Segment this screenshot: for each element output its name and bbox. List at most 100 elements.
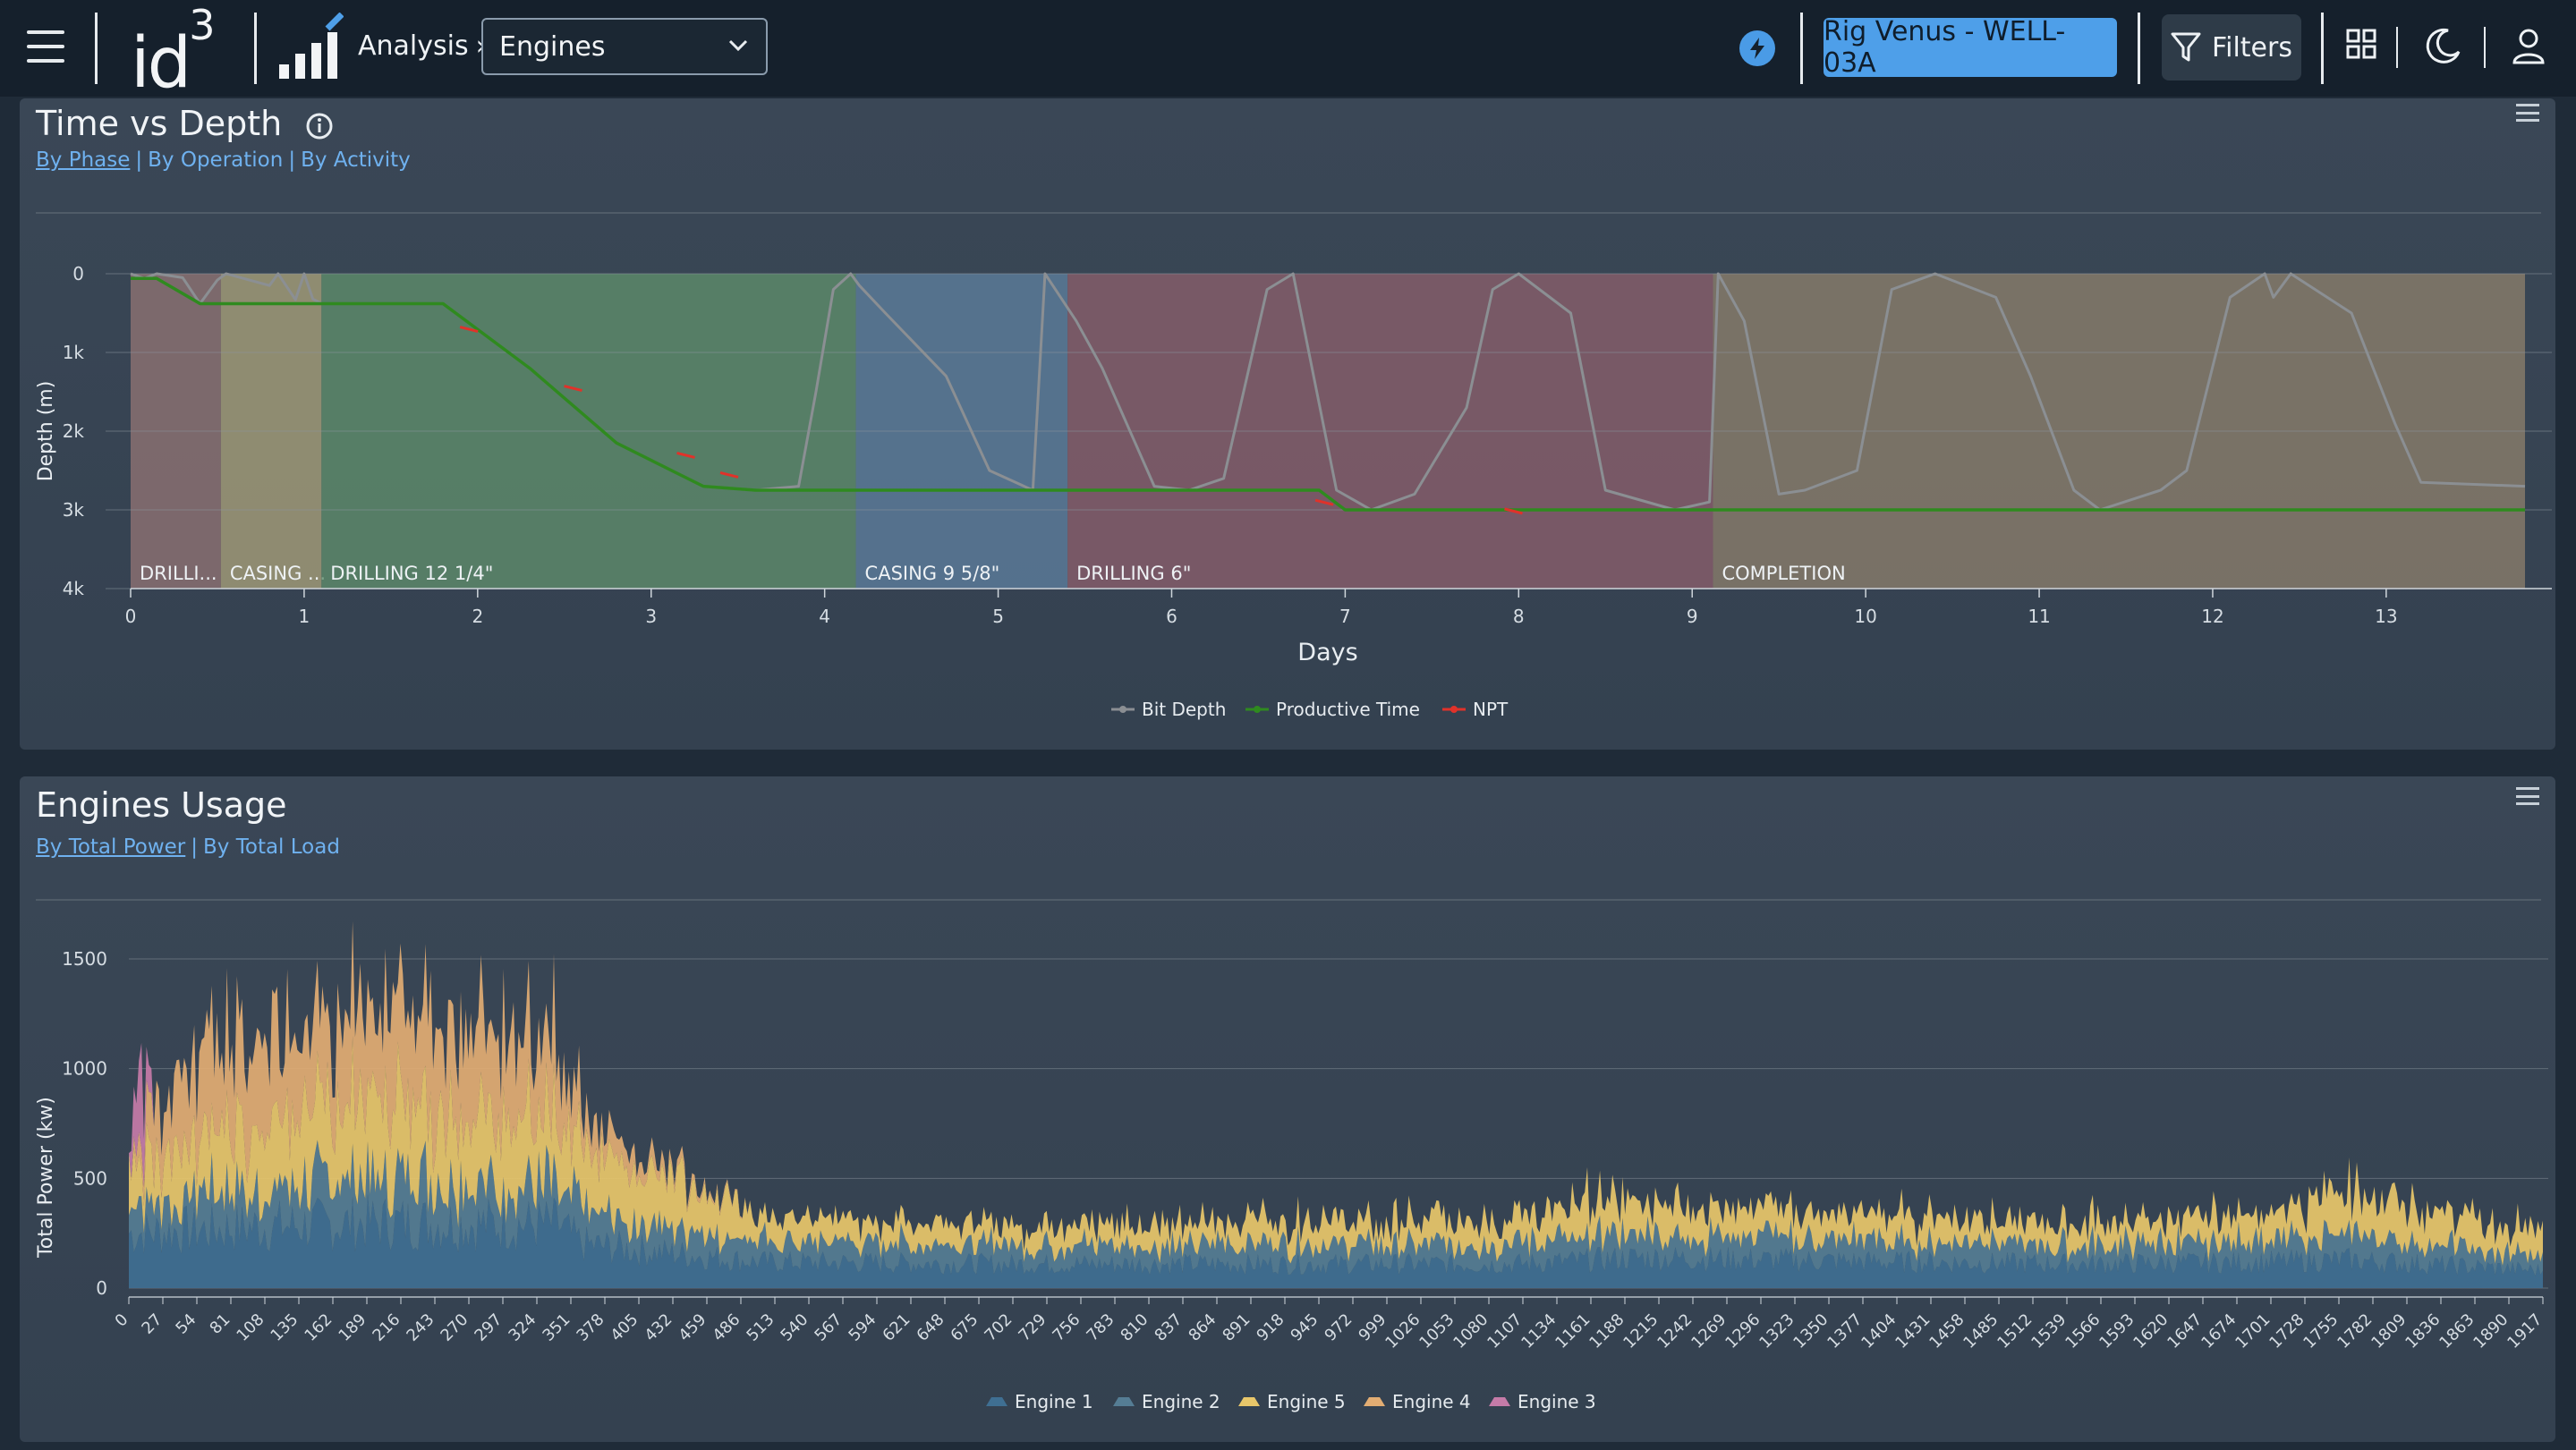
x-tick-label: 1404	[1858, 1310, 1900, 1352]
y-tick-label: 500	[73, 1167, 107, 1189]
x-tick-label: 918	[1253, 1310, 1288, 1345]
menu-icon[interactable]	[27, 30, 64, 63]
x-tick-label: 540	[777, 1310, 812, 1345]
chart-menu-icon[interactable]	[2516, 104, 2539, 122]
x-tick-label: 1539	[2028, 1310, 2070, 1352]
x-tick-label: 702	[981, 1310, 1016, 1345]
x-tick-label: 837	[1151, 1310, 1186, 1345]
x-tick-label: 1512	[1994, 1310, 2036, 1352]
panel-title: Time vs Depth	[36, 104, 334, 143]
x-tick-label: 864	[1185, 1310, 1220, 1345]
legend-item: Engine 1	[1015, 1391, 1093, 1412]
divider	[2321, 13, 2324, 84]
x-tick-label: 1107	[1484, 1310, 1526, 1352]
divider	[2138, 13, 2140, 84]
legend-item: Productive Time	[1276, 699, 1420, 720]
x-tick-label: 2	[472, 606, 483, 627]
x-tick-label: 54	[172, 1310, 200, 1338]
x-tick-label: 513	[743, 1310, 778, 1345]
divider	[1800, 13, 1803, 84]
x-tick-label: 1728	[2266, 1310, 2308, 1352]
rig-selector-button[interactable]: Rig Venus - WELL-03A	[1824, 16, 2117, 79]
time-vs-depth-panel: Time vs Depth By Phase | By Operation | By A…	[20, 98, 2555, 750]
legend-item: Engine 5	[1267, 1391, 1346, 1412]
x-tick-label: 297	[471, 1310, 506, 1345]
x-tick-label: 1782	[2334, 1310, 2376, 1352]
legend-item: Engine 3	[1518, 1391, 1596, 1412]
x-tick-label: 486	[709, 1310, 744, 1345]
link-by-operation[interactable]: By Operation	[148, 148, 284, 172]
npt-mark	[1504, 507, 1523, 515]
x-tick-label: 13	[2375, 606, 2397, 627]
x-tick-label: 1863	[2436, 1310, 2478, 1352]
legend-item: Engine 4	[1392, 1391, 1471, 1412]
filters-label: Filters	[2212, 31, 2292, 64]
y-tick-label: 1k	[63, 342, 85, 363]
x-tick-label: 891	[1219, 1310, 1254, 1345]
x-tick-label: 11	[2028, 606, 2050, 627]
link-by-activity[interactable]: By Activity	[301, 148, 411, 172]
x-tick-label: 1431	[1892, 1310, 1934, 1352]
phase-label: COMPLETION	[1722, 563, 1845, 584]
x-tick-label: 135	[267, 1310, 302, 1345]
x-tick-label: 27	[138, 1310, 166, 1338]
legend-swatch	[986, 1397, 1007, 1406]
x-tick-label: 1269	[1688, 1310, 1730, 1352]
x-tick-label: 270	[437, 1310, 472, 1345]
x-tick-label: 108	[233, 1310, 268, 1345]
moon-icon[interactable]	[2423, 27, 2462, 66]
chevron-down-icon	[728, 39, 748, 52]
user-icon[interactable]	[2511, 27, 2546, 66]
link-by-total-load[interactable]: By Total Load	[203, 835, 340, 859]
series-area-engine-2	[129, 1140, 2543, 1276]
npt-mark	[564, 385, 582, 393]
legend-swatch	[1364, 1397, 1385, 1406]
y-tick-label: 2k	[63, 420, 85, 442]
x-tick-label: 1917	[2504, 1310, 2546, 1352]
x-tick-label: 675	[947, 1310, 982, 1345]
grouping-links: By Phase | By Operation | By Activity	[36, 148, 411, 172]
filters-button[interactable]: Filters	[2162, 14, 2301, 81]
legend-swatch	[1113, 1397, 1135, 1406]
series-area-engine-1	[129, 1193, 2543, 1288]
metric-links: By Total Power | By Total Load	[36, 835, 340, 859]
x-tick-label: 1188	[1586, 1310, 1628, 1352]
y-tick-label: 0	[96, 1277, 107, 1299]
x-tick-label: 1890	[2470, 1310, 2512, 1352]
grid-icon[interactable]	[2346, 27, 2376, 63]
x-tick-label: 648	[913, 1310, 948, 1345]
npt-mark	[719, 471, 739, 479]
x-tick-label: 324	[505, 1310, 540, 1345]
x-tick-label: 432	[641, 1310, 676, 1345]
npt-mark	[459, 326, 479, 334]
x-tick-label: 1593	[2096, 1310, 2138, 1352]
npt-mark	[1314, 498, 1334, 506]
view-select[interactable]: Engines	[481, 18, 768, 75]
x-tick-label: 1	[299, 606, 310, 627]
x-tick-label: 0	[125, 606, 137, 627]
x-tick-label: 243	[403, 1310, 438, 1345]
signal-logo-icon	[279, 13, 344, 79]
x-tick-label: 1242	[1654, 1310, 1696, 1352]
x-tick-label: 729	[1015, 1310, 1050, 1345]
x-tick-label: 1296	[1722, 1310, 1764, 1352]
x-tick-label: 1836	[2402, 1310, 2444, 1352]
top-bar: id3 Analysis› Engines Rig Venus - WELL-0…	[0, 0, 2576, 99]
x-tick-label: 594	[845, 1310, 880, 1345]
link-by-phase[interactable]: By Phase	[36, 148, 131, 172]
legend-swatch	[1489, 1397, 1510, 1406]
x-tick-label: 1674	[2198, 1310, 2240, 1352]
x-tick-label: 216	[369, 1310, 404, 1345]
x-tick-label: 405	[607, 1310, 642, 1345]
x-tick-label: 12	[2201, 606, 2223, 627]
breadcrumb[interactable]: Analysis›	[358, 29, 487, 64]
x-tick-label: 0	[112, 1310, 132, 1331]
phase-label: CASING 9 5/8"	[865, 563, 1000, 584]
x-tick-label: 5	[992, 606, 1004, 627]
chart-menu-icon[interactable]	[2516, 787, 2539, 805]
bolt-icon[interactable]	[1739, 30, 1775, 66]
info-icon[interactable]	[305, 112, 334, 140]
legend-marker	[1450, 706, 1458, 713]
link-by-total-power[interactable]: By Total Power	[36, 835, 186, 859]
